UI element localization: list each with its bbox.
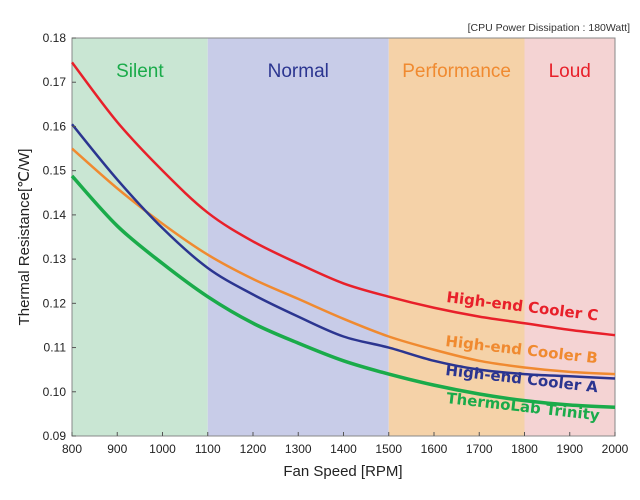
x-tick-label: 1400 [330, 442, 357, 456]
x-tick-label: 1700 [466, 442, 493, 456]
y-tick-label: 0.09 [43, 429, 67, 443]
x-tick-label: 1200 [240, 442, 267, 456]
y-tick-label: 0.16 [43, 119, 67, 133]
y-tick-label: 0.18 [43, 31, 67, 45]
band-label: Performance [402, 61, 511, 82]
x-axis-label: Fan Speed [RPM] [283, 463, 402, 480]
y-tick-label: 0.12 [43, 296, 67, 310]
annotation: [CPU Power Dissipation : 180Watt] [468, 22, 631, 34]
band-silent [72, 38, 208, 436]
y-axis: 0.09 0.10 0.11 0.12 0.13 0.14 0.15 0.16 0.17 0.18 [43, 31, 76, 443]
band-label: Loud [549, 61, 591, 82]
y-tick-label: 0.11 [44, 341, 67, 355]
x-tick-label: 1900 [556, 442, 583, 456]
x-tick-label: 1600 [421, 442, 448, 456]
series-line-0 [71, 61, 616, 337]
series-lines [70, 61, 616, 410]
band-label: Normal [268, 61, 329, 82]
x-tick-label: 1300 [285, 442, 312, 456]
series-line-2 [71, 123, 616, 380]
series-line-1 [71, 147, 616, 376]
y-tick-label: 0.15 [43, 164, 67, 178]
x-axis: 800 900 1000 1100 1200 1300 1400 1500 1600 1700 18… [62, 432, 629, 456]
y-tick-label: 0.13 [43, 252, 67, 266]
y-tick-label: 0.10 [43, 385, 67, 399]
y-tick-label: 0.14 [43, 208, 67, 222]
x-tick-label: 1500 [375, 442, 402, 456]
x-tick-label: 800 [62, 442, 82, 456]
y-tick-label: 0.17 [43, 75, 67, 89]
band-performance [388, 38, 525, 436]
band-normal [207, 38, 389, 436]
x-tick-label: 900 [107, 442, 127, 456]
speed-bands: Silent Normal Performance Loud [72, 38, 615, 436]
y-axis-label: Thermal Resistance[℃/W] [16, 149, 33, 326]
series-line-3 [70, 174, 616, 410]
x-tick-label: 1800 [511, 442, 538, 456]
x-tick-label: 1100 [195, 442, 221, 456]
band-label: Silent [116, 61, 164, 82]
x-tick-label: 2000 [602, 442, 629, 456]
x-tick-label: 1000 [149, 442, 176, 456]
